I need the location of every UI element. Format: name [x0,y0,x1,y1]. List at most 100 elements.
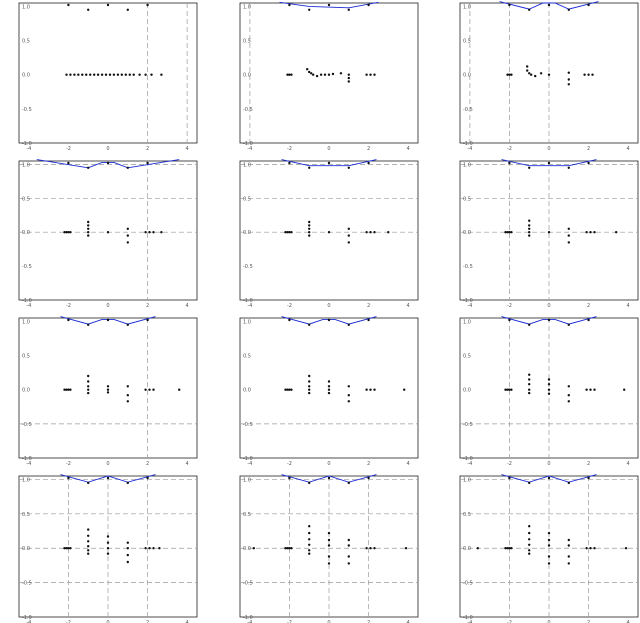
data-point [347,323,350,326]
data-point [327,231,331,234]
fit-curve [501,159,597,167]
data-point [528,227,531,230]
data-point [567,78,570,81]
y-tick-label: -1.0 [463,615,473,621]
data-point [367,3,370,7]
data-point [583,73,586,76]
data-point [148,388,151,391]
data-point [567,71,570,74]
data-point [528,383,531,386]
data-point [528,378,531,381]
y-tick-label: 0.0 [22,230,30,236]
data-point [288,73,291,76]
y-tick-label: -1.0 [463,141,473,147]
data-point [347,400,350,403]
data-point [528,231,531,234]
x-tick-label: 2 [587,461,590,467]
x-tick-label: -4 [467,146,472,152]
y-tick-label: 0.5 [463,39,471,45]
x-tick-label: 4 [407,303,410,309]
data-point [591,73,594,76]
data-point [146,476,149,480]
data-point [77,73,80,76]
data-point [347,166,350,169]
data-point [347,555,350,558]
y-tick-label: 1.0 [463,162,471,168]
data-point [312,73,315,76]
data-point [528,531,531,535]
data-point [288,231,291,234]
panel-frame [18,475,198,618]
x-tick-label: -2 [287,620,292,623]
data-point [93,73,96,76]
x-tick-label: -2 [287,303,292,309]
data-point [89,73,92,76]
x-tick-label: 2 [587,303,590,309]
data-point [589,231,592,234]
y-tick-label: 0.0 [463,546,471,552]
data-point [510,73,513,76]
data-point [126,541,129,544]
data-point [308,543,311,546]
y-tick-label: 0.5 [243,354,251,360]
data-point [567,323,570,326]
data-point [528,219,531,222]
data-point [126,400,129,403]
data-point [138,73,141,76]
data-point [87,481,90,485]
y-tick-label: 1.0 [243,477,251,483]
data-point [150,73,153,76]
y-tick-label: -0.5 [243,107,253,113]
y-tick-label: -0.5 [243,581,253,587]
data-point [112,73,116,76]
data-point [116,73,120,76]
data-point [308,231,311,234]
data-point [508,388,511,391]
data-point [508,476,511,480]
data-point [504,231,507,234]
data-point [308,234,311,237]
x-tick-label: -4 [26,620,31,623]
data-point [593,547,596,550]
panel-frame [239,2,419,144]
data-point [308,391,311,395]
data-point [87,552,90,555]
data-point [530,73,533,76]
data-point [506,231,509,234]
data-point [327,318,331,322]
y-tick-label: 0.0 [22,546,30,552]
x-tick-label: 2 [367,461,370,467]
data-point [528,8,531,11]
data-point [65,73,68,76]
data-point [547,555,551,558]
data-point [373,547,376,550]
x-tick-label: -2 [287,461,292,467]
data-point [106,3,110,7]
data-point [178,388,181,391]
y-tick-label: 1.0 [243,162,251,168]
panel-frame [18,2,198,144]
data-point [286,388,289,391]
data-point [506,73,509,76]
data-point [126,481,129,485]
data-point [100,73,104,76]
fit-curve [60,474,156,483]
y-tick-label: 0.5 [22,39,30,45]
x-tick-label: -2 [287,146,292,152]
data-point [284,231,287,234]
data-point [106,385,110,388]
y-tick-label: -1.0 [243,456,253,462]
panel-9: 1.0 0.5 0.0 -0.5 -1.0-4 -2 0 2 4 [459,316,639,467]
y-tick-label: 0.5 [243,39,251,45]
x-tick-label: -2 [507,461,512,467]
data-point [87,528,90,531]
data-point [160,231,163,234]
data-point [327,161,331,165]
data-point [106,476,110,480]
x-tick-label: -2 [507,620,512,623]
x-tick-label: 0 [547,303,550,309]
x-tick-label: 4 [186,461,189,467]
data-point [126,166,129,169]
data-point [547,378,551,381]
